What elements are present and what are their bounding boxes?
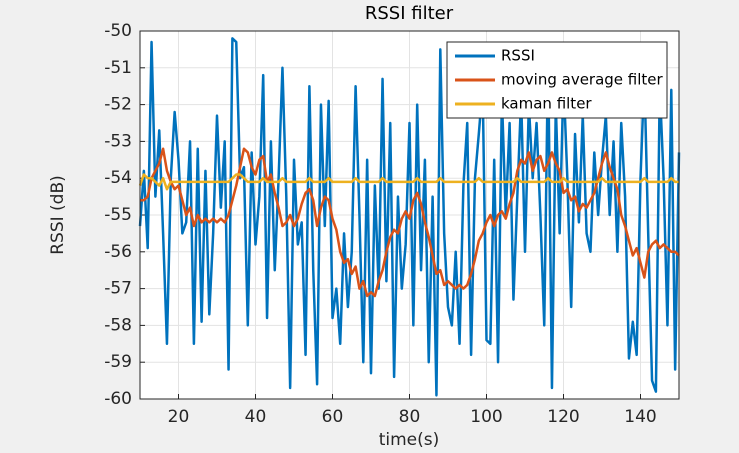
- x-tick-label: 40: [245, 407, 267, 427]
- y-tick-label: -60: [104, 389, 132, 409]
- legend-label: kaman filter: [501, 95, 592, 113]
- y-tick-label: -55: [104, 205, 132, 225]
- y-tick-label: -51: [104, 58, 132, 78]
- x-axis-label: time(s): [379, 430, 440, 450]
- series-line: [138, 173, 679, 191]
- y-tick-label: -52: [104, 95, 132, 115]
- axes-box: [139, 30, 680, 400]
- legend: RSSI moving average filter kaman filter: [446, 41, 668, 119]
- x-tick-label: 20: [168, 407, 190, 427]
- legend-label: moving average filter: [501, 71, 664, 89]
- x-tick-label: 80: [399, 407, 421, 427]
- y-axis-label: RSSI (dB): [48, 175, 68, 255]
- series-line: [140, 147, 680, 298]
- series-line: [138, 37, 681, 397]
- x-tick-label: 140: [624, 407, 656, 427]
- y-tick-label: -53: [104, 131, 132, 151]
- x-tick-label: 60: [322, 407, 344, 427]
- x-tick-label: 120: [547, 407, 579, 427]
- y-tick-label: -58: [104, 315, 132, 335]
- y-tick-label: -54: [104, 168, 132, 188]
- y-tick-label: -57: [104, 279, 132, 299]
- legend-label: RSSI: [501, 47, 535, 65]
- chart-title: RSSI filter: [365, 3, 454, 24]
- y-tick-label: -56: [104, 242, 132, 262]
- x-tick-label: 100: [470, 407, 502, 427]
- y-tick-label: -59: [104, 352, 132, 372]
- y-tick-label: -50: [104, 21, 132, 41]
